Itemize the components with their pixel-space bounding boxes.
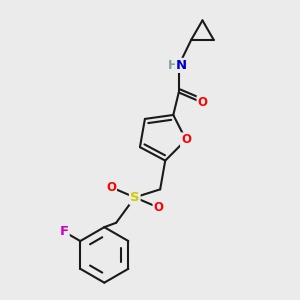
Text: O: O bbox=[197, 96, 208, 109]
Text: O: O bbox=[181, 134, 191, 146]
Text: O: O bbox=[154, 201, 164, 214]
Text: S: S bbox=[130, 191, 140, 204]
Text: O: O bbox=[106, 181, 116, 194]
Text: H: H bbox=[167, 59, 178, 72]
Text: F: F bbox=[60, 225, 69, 238]
Text: N: N bbox=[176, 59, 187, 72]
